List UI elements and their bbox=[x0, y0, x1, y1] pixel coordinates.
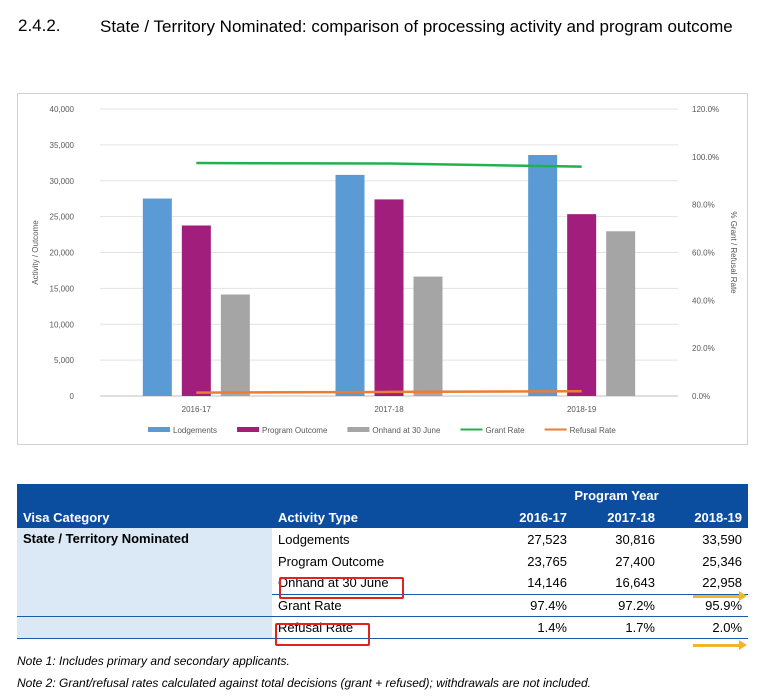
table-column-header-row: Visa Category Activity Type 2016-17 2017… bbox=[17, 506, 749, 528]
y-tick-label: 10,000 bbox=[50, 320, 75, 329]
y-right-tick-label: 60.0% bbox=[692, 249, 715, 258]
bar-lodgements bbox=[335, 174, 365, 396]
y-tick-label: 0 bbox=[70, 392, 75, 401]
value-cell: 2.0% bbox=[661, 616, 749, 639]
y-tick-label: 35,000 bbox=[50, 141, 75, 150]
y-right-tick-label: 40.0% bbox=[692, 296, 715, 305]
value-cell: 95.9% bbox=[661, 594, 749, 617]
value-cell: 1.4% bbox=[485, 616, 573, 639]
y-right-axis-title: % Grant / Refusal Rate bbox=[729, 211, 738, 294]
value-cell: 97.2% bbox=[573, 594, 661, 617]
highlight-onhand-box bbox=[279, 577, 404, 599]
value-cell: 30,816 bbox=[615, 531, 655, 547]
y-tick-label: 15,000 bbox=[50, 284, 75, 293]
value-cell: 22,958 bbox=[661, 572, 749, 595]
legend-label: Onhand at 30 June bbox=[372, 426, 441, 435]
chart-container: 0 5,000 10,000 15,000 20,000 25,000 30,000 35,0… bbox=[17, 93, 748, 445]
y-axis-title: Activity / Outcome bbox=[31, 220, 40, 285]
line-grant-rate bbox=[196, 161, 582, 168]
highlight-arrow-icon bbox=[693, 640, 747, 650]
note-1: Note 1: Includes primary and secondary a… bbox=[17, 654, 290, 668]
y-tick-label: 20,000 bbox=[50, 249, 75, 258]
value-cell: 33,590 bbox=[702, 531, 743, 547]
value-cell: 23,765 bbox=[527, 553, 567, 569]
data-table: Program Year Visa Category Activity Type… bbox=[17, 484, 749, 639]
highlight-refusal-box bbox=[275, 623, 370, 646]
bar-onhand-at-30-june bbox=[220, 294, 250, 396]
table-row: Refusal Rate 1.4% 1.7% 2.0% bbox=[17, 616, 749, 639]
y-right-tick-label: 20.0% bbox=[692, 344, 715, 353]
table-row: Grant Rate 97.4% 97.2% 95.9% bbox=[17, 594, 749, 617]
x-tick-label: 2018-19 bbox=[567, 405, 597, 414]
y-right-tick-label: 0.0% bbox=[692, 392, 710, 401]
visa-category-cell-empty bbox=[17, 616, 272, 639]
legend-swatch bbox=[237, 427, 260, 432]
y-tick-label: 5,000 bbox=[54, 356, 75, 365]
activity-cell: Lodgements bbox=[278, 531, 350, 547]
legend-label: Program Outcome bbox=[262, 426, 328, 435]
value-cell: 27,523 bbox=[527, 531, 567, 547]
y-tick-label: 40,000 bbox=[50, 105, 75, 114]
value-cell: 16,643 bbox=[573, 572, 661, 595]
section-number: 2.4.2. bbox=[18, 16, 61, 35]
visa-category-cell-empty bbox=[17, 594, 272, 617]
combo-chart: 0 5,000 10,000 15,000 20,000 25,000 30,000 35,0… bbox=[31, 105, 738, 435]
col-header-2017-18: 2017-18 bbox=[573, 506, 661, 528]
bar-program-outcome bbox=[181, 225, 211, 396]
table-row: Program Outcome 23,765 27,400 25,346 bbox=[17, 550, 748, 572]
y-right-tick-label: 100.0% bbox=[692, 153, 719, 162]
bar-program-outcome bbox=[374, 199, 404, 396]
y-tick-label: 25,000 bbox=[50, 213, 75, 222]
legend-swatch bbox=[347, 427, 370, 432]
highlight-arrow-icon bbox=[693, 591, 747, 601]
legend-label: Grant Rate bbox=[485, 426, 525, 435]
data-table-wrapper: Program Year Visa Category Activity Type… bbox=[17, 484, 749, 650]
table-group-header-row: Program Year bbox=[17, 484, 749, 506]
note-2: Note 2: Grant/refusal rates calculated a… bbox=[17, 676, 591, 690]
y-right-tick-label: 120.0% bbox=[692, 105, 719, 114]
col-header-activity-type: Activity Type bbox=[272, 506, 485, 528]
activity-cell: Grant Rate bbox=[272, 594, 485, 617]
value-cell: 14,146 bbox=[485, 572, 573, 595]
section-title: State / Territory Nominated: comparison … bbox=[100, 17, 733, 36]
x-tick-label: 2017-18 bbox=[374, 405, 404, 414]
bar-onhand-at-30-june bbox=[413, 276, 443, 396]
group-header-program-year: Program Year bbox=[485, 484, 749, 506]
line-refusal-rate bbox=[196, 389, 582, 394]
value-cell: 1.7% bbox=[573, 616, 661, 639]
bar-onhand-at-30-june bbox=[606, 231, 636, 396]
y-right-tick-label: 80.0% bbox=[692, 201, 715, 210]
col-header-2016-17: 2016-17 bbox=[485, 506, 573, 528]
table-row: State / Territory Nominated Lodgements 2… bbox=[17, 528, 748, 594]
bar-lodgements bbox=[528, 154, 558, 396]
col-header-2018-19: 2018-19 bbox=[661, 506, 749, 528]
col-header-visa-category: Visa Category bbox=[17, 506, 272, 528]
legend-swatch bbox=[148, 427, 170, 432]
x-tick-label: 2016-17 bbox=[182, 405, 212, 414]
bar-program-outcome bbox=[567, 214, 597, 396]
value-cell: 27,400 bbox=[615, 553, 655, 569]
activity-cell: Program Outcome bbox=[278, 553, 385, 569]
notes-section: Note 1: Includes primary and secondary a… bbox=[17, 654, 757, 698]
y-tick-label: 30,000 bbox=[50, 177, 75, 186]
legend-label: Lodgements bbox=[173, 426, 217, 435]
value-cell: 97.4% bbox=[485, 594, 573, 617]
visa-category-cell: State / Territory Nominated bbox=[17, 528, 272, 594]
bar-lodgements bbox=[142, 198, 172, 396]
value-cell: 25,346 bbox=[702, 553, 743, 569]
legend-label: Refusal Rate bbox=[570, 426, 617, 435]
